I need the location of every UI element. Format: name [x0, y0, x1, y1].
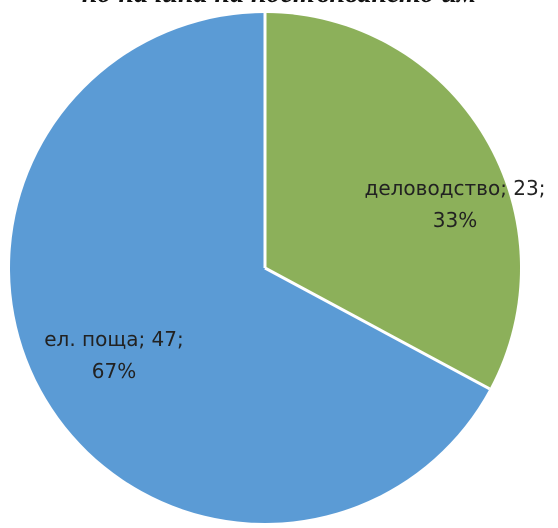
slice-label-el-poshta-line2: 67%: [91, 359, 137, 383]
pie-slice-el-poshta: [10, 13, 490, 523]
slice-divider-2: [264, 266, 491, 391]
slice-label-el-poshta-line1: ел. поща; 47;: [44, 327, 184, 351]
slice-label-delovodstvo-line1: деловодство; 23;: [364, 176, 546, 200]
pie-slice-delovodstvo: [265, 13, 520, 389]
slice-label-delovodstvo: деловодство; 23; 33%: [350, 172, 558, 236]
slice-label-delovodstvo-line2: 33%: [432, 208, 478, 232]
slice-label-el-poshta: ел. поща; 47; 67%: [14, 323, 214, 387]
chart-title: по начина на постъпването им: [0, 0, 558, 10]
